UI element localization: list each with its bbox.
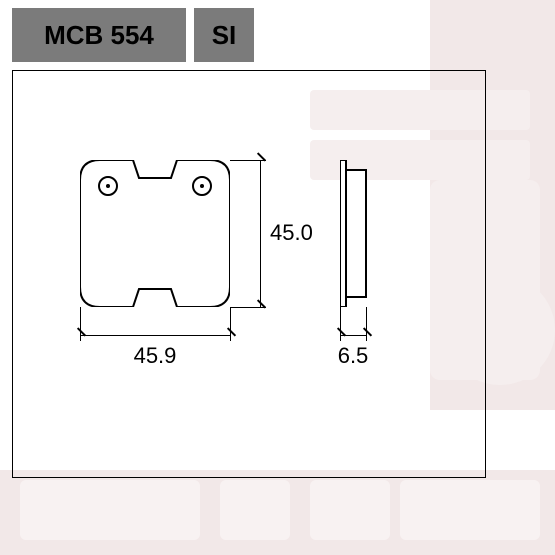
- part-number-box: MCB 554: [12, 8, 186, 62]
- header: MCB 554 SI: [12, 8, 254, 62]
- part-number-label: MCB 554: [44, 20, 154, 51]
- variant-box: SI: [194, 8, 254, 62]
- brake-pad-side-view: [340, 160, 378, 307]
- brake-pad-front-svg: [80, 160, 230, 307]
- brake-pad-front-view: [80, 160, 230, 307]
- variant-label: SI: [212, 20, 237, 51]
- canvas: MCB 554 SI 45.0 45.9 6.5: [0, 0, 555, 555]
- brake-pad-side-svg: [340, 160, 378, 307]
